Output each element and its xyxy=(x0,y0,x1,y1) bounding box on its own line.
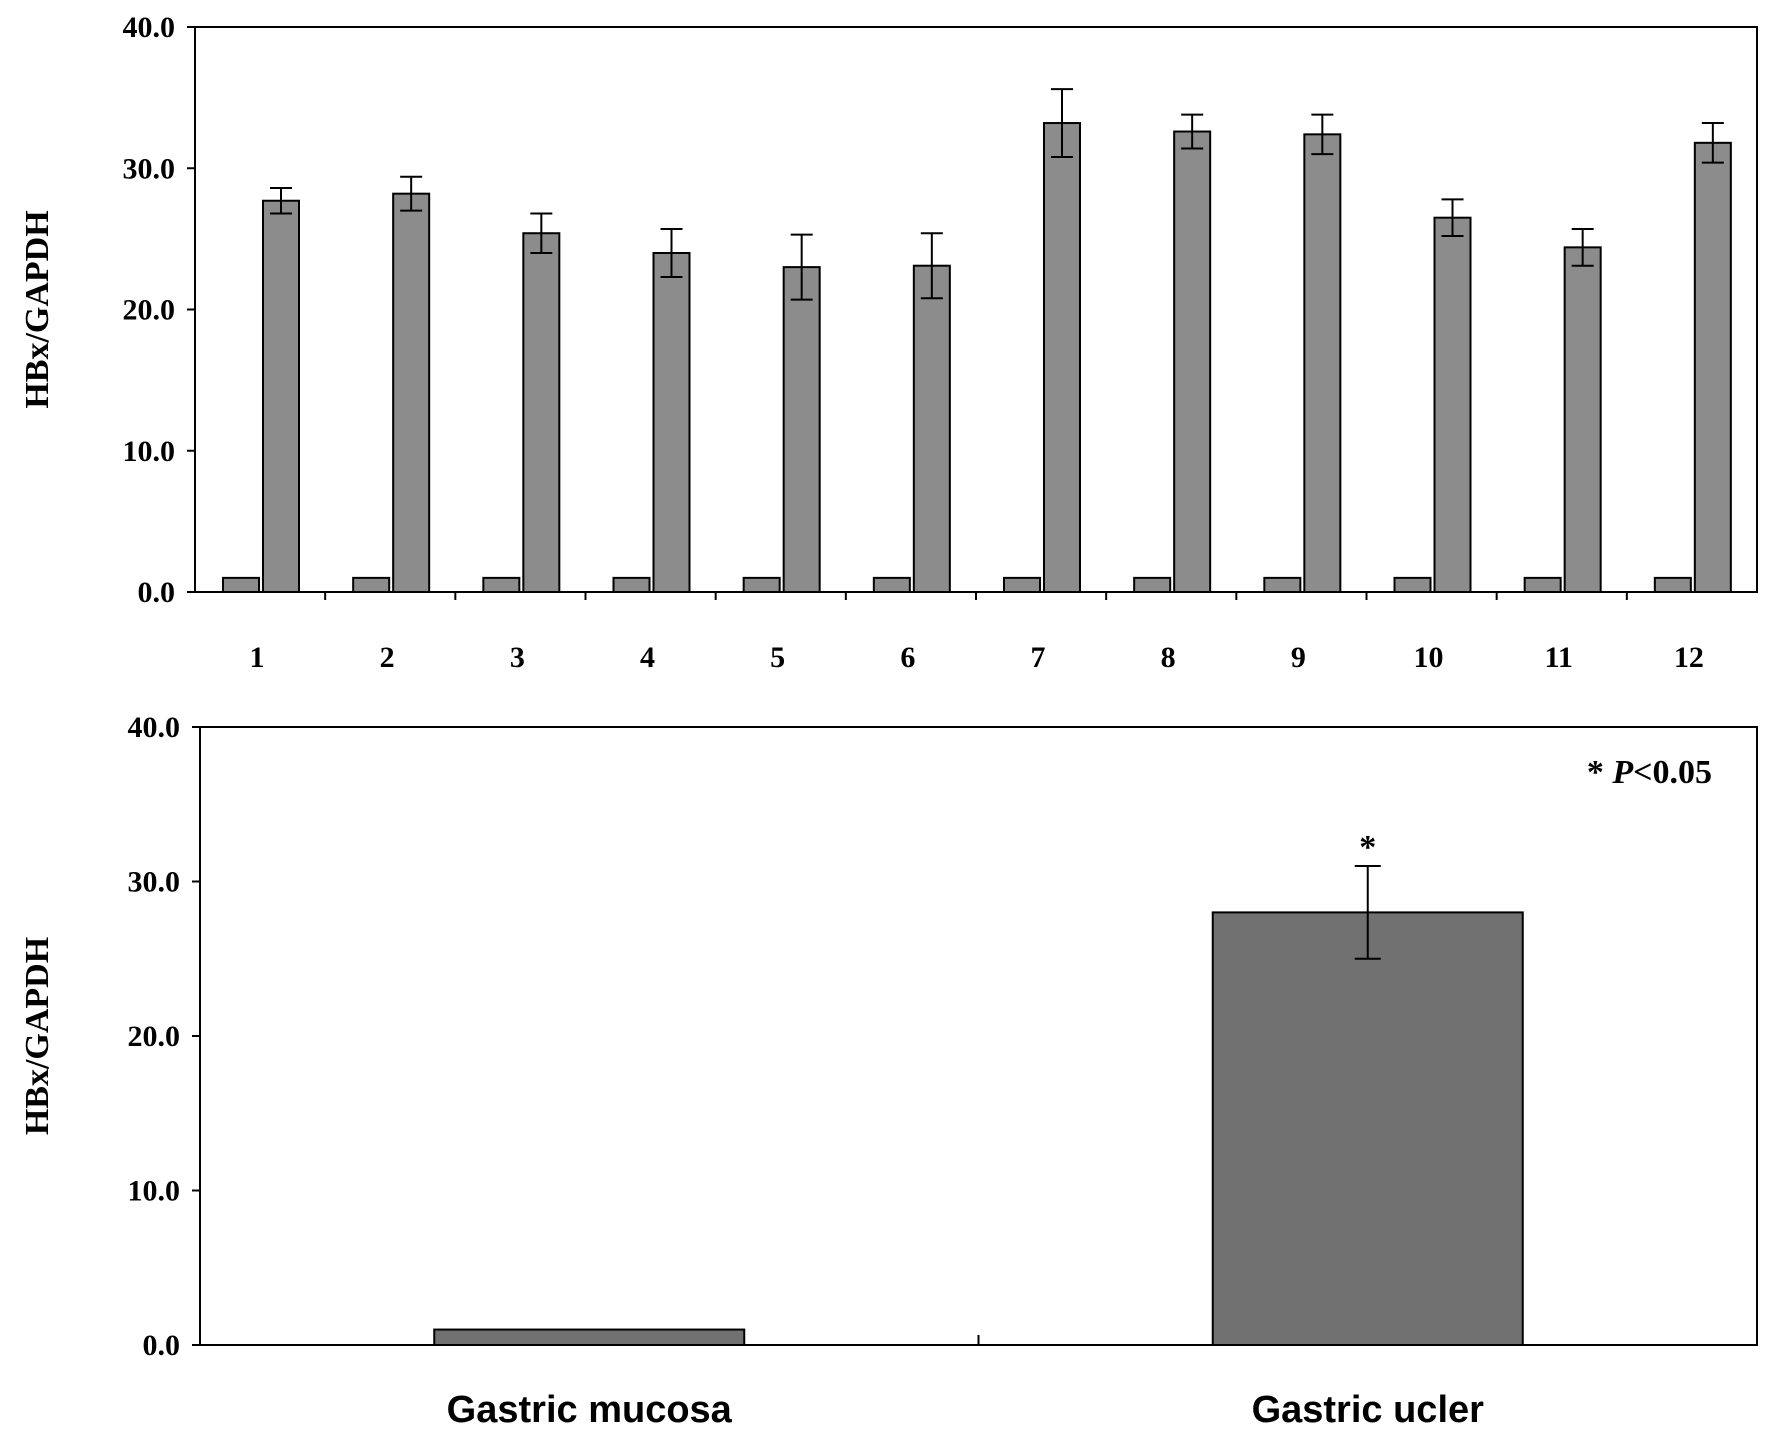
bar-series2 xyxy=(1173,130,1212,593)
bar-series2 xyxy=(912,264,951,593)
bar-series2 xyxy=(262,199,300,594)
x-tick-label: 3 xyxy=(510,641,525,674)
bar-series2 xyxy=(1043,122,1081,594)
x-tick-label: 1 xyxy=(250,641,265,674)
y-tick-label: 40.0 xyxy=(128,711,181,744)
bar xyxy=(1211,911,1524,1347)
bar-series1 xyxy=(872,576,911,593)
p-value-annotation: * P<0.05 xyxy=(1587,754,1712,791)
y-tick-label: 10.0 xyxy=(128,1175,181,1208)
x-tick-label: 9 xyxy=(1291,641,1306,674)
y-tick-label: 0.0 xyxy=(138,576,176,609)
x-tick-label: 4 xyxy=(640,641,655,674)
bar-series1 xyxy=(612,576,651,593)
bar-series1 xyxy=(1003,576,1041,593)
y-tick-label: 20.0 xyxy=(123,294,176,327)
bar-series1 xyxy=(1653,576,1692,593)
y-axis-label: HBx/GAPDH xyxy=(19,937,56,1135)
chart-bottom: 0.0 10.0 20.0 30.0 40.0 HBx/GAPDH Gastric muco… xyxy=(19,711,1758,1431)
bar-series1 xyxy=(742,576,781,593)
x-category-label: Gastric ucler xyxy=(1252,1389,1485,1431)
significance-star: * xyxy=(1359,829,1376,866)
bar-series1 xyxy=(1393,576,1432,593)
bar xyxy=(433,1328,746,1347)
bar-series1 xyxy=(1523,576,1562,593)
y-tick-label: 40.0 xyxy=(123,11,176,44)
annotation-threshold: <0.05 xyxy=(1633,754,1712,791)
y-tick-label: 20.0 xyxy=(128,1020,181,1053)
y-tick-label: 30.0 xyxy=(123,152,176,185)
x-tick-label: 6 xyxy=(900,641,915,674)
bar-series1 xyxy=(352,576,391,593)
bar-series2 xyxy=(782,266,821,593)
bar-series1 xyxy=(482,576,521,593)
x-tick-label: 8 xyxy=(1161,641,1176,674)
y-tick-label: 0.0 xyxy=(143,1329,181,1362)
x-tick-label: 5 xyxy=(770,641,785,674)
bar-series1 xyxy=(222,576,260,593)
annotation-p: P xyxy=(1611,754,1633,791)
bar-series2 xyxy=(1693,141,1732,593)
x-tick-label: 11 xyxy=(1544,641,1572,674)
y-axis-label: HBx/GAPDH xyxy=(19,210,56,408)
bar-series2 xyxy=(1433,216,1472,593)
x-category-label: Gastric mucosa xyxy=(447,1389,733,1431)
bar-series2 xyxy=(1303,133,1342,593)
x-tick-label: 10 xyxy=(1414,641,1444,674)
x-tick-label: 7 xyxy=(1031,641,1046,674)
x-tick-label: 2 xyxy=(380,641,395,674)
bar-series1 xyxy=(1263,576,1302,593)
bar-series2 xyxy=(522,232,561,593)
bar-series2 xyxy=(652,252,691,593)
annotation-star: * xyxy=(1587,754,1613,791)
bar-series2 xyxy=(1563,246,1602,593)
x-tick-label: 12 xyxy=(1674,641,1704,674)
y-tick-label: 30.0 xyxy=(128,866,181,899)
bar-series1 xyxy=(1133,576,1172,593)
y-tick-label: 10.0 xyxy=(123,435,176,468)
bar-series2 xyxy=(392,192,431,594)
